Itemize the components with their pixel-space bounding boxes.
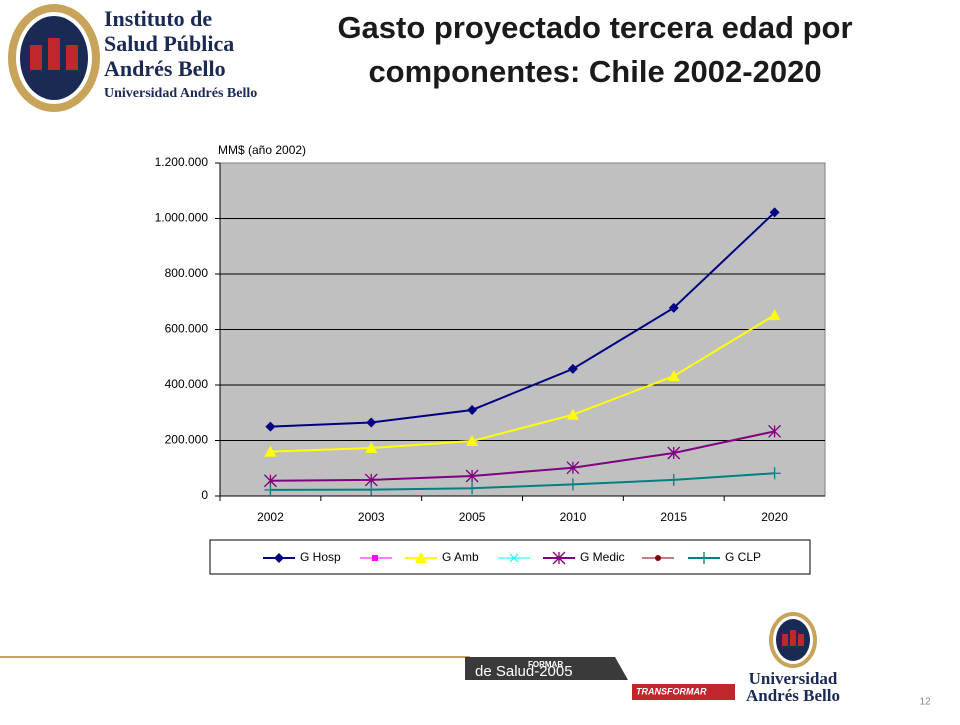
marker — [566, 408, 579, 420]
series-line — [270, 430, 775, 482]
legend-label: G Amb — [442, 550, 479, 564]
marker — [769, 207, 780, 218]
legend-marker — [698, 552, 710, 564]
y-tick-label: 200.000 — [165, 433, 209, 447]
y-axis-label: MM$ (año 2002) — [218, 143, 306, 157]
x-tick-label: 2002 — [257, 510, 284, 524]
footer-band — [632, 684, 735, 700]
series-line — [270, 314, 776, 453]
x-tick-label: 2010 — [560, 510, 587, 524]
x-tick-label: 2020 — [761, 510, 788, 524]
footer-band-text: TRANSFORMAR — [636, 686, 707, 696]
legend-label: G CLP — [725, 550, 761, 564]
series-line — [270, 211, 776, 428]
footer-band-text: FORMAR — [528, 660, 563, 669]
marker — [768, 467, 781, 480]
y-tick-label: 1.200.000 — [155, 155, 209, 169]
marker — [668, 302, 679, 313]
logo-line: Instituto de — [104, 6, 212, 31]
marker — [667, 370, 680, 382]
y-tick-label: 0 — [201, 488, 208, 502]
legend-marker — [552, 551, 566, 565]
marker — [768, 424, 782, 438]
footer-band — [465, 657, 628, 680]
footer-university: Andrés Bello — [746, 686, 840, 705]
legend-marker — [274, 553, 284, 563]
y-tick-label: 600.000 — [165, 322, 209, 336]
legend-label: G Medic — [580, 550, 625, 564]
footer-source: de Salud-2005 — [475, 663, 573, 680]
marker — [465, 469, 479, 483]
logo-line: Salud Pública — [104, 31, 234, 56]
logo — [8, 4, 100, 112]
marker — [264, 445, 277, 457]
y-tick-label: 400.000 — [165, 377, 209, 391]
marker — [264, 483, 277, 496]
marker — [466, 482, 479, 495]
marker — [265, 421, 276, 432]
footer-university: Universidad — [749, 669, 838, 688]
y-tick-label: 800.000 — [165, 266, 209, 280]
marker — [566, 478, 579, 491]
marker — [366, 417, 377, 428]
series-line — [270, 472, 775, 491]
marker — [365, 441, 378, 453]
legend-marker — [415, 552, 427, 563]
x-tick-label: 2003 — [358, 510, 385, 524]
marker — [566, 461, 580, 475]
marker — [667, 473, 680, 486]
marker — [567, 363, 578, 374]
x-tick-label: 2015 — [660, 510, 687, 524]
legend-label: G Hosp — [300, 550, 341, 564]
x-tick-label: 2005 — [459, 510, 486, 524]
footer-logo — [769, 612, 817, 668]
page-number: 12 — [919, 697, 931, 708]
chart-title: Gasto proyectado tercera edad por compone… — [337, 10, 852, 89]
y-tick-label: 1.000.000 — [155, 211, 209, 225]
legend-unnamed — [360, 553, 674, 563]
marker — [467, 404, 478, 415]
marker — [365, 483, 378, 496]
logo-subtitle: Universidad Andrés Bello — [104, 86, 257, 101]
marker — [667, 446, 681, 460]
logo-line: Andrés Bello — [104, 56, 226, 81]
marker — [768, 309, 781, 321]
marker — [466, 435, 479, 447]
